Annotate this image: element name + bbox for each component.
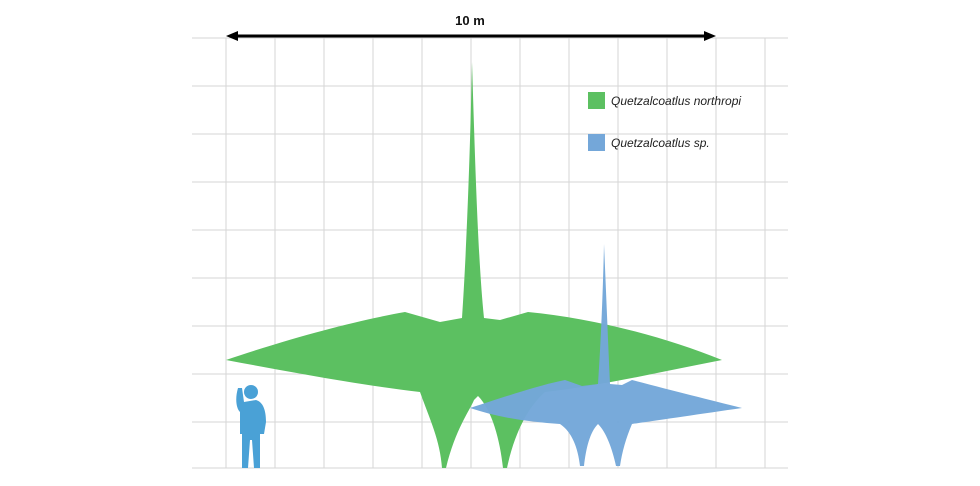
quetzalcoatlus-northropi-silhouette: [226, 62, 722, 468]
legend-label: Quetzalcoatlus sp.: [611, 135, 710, 150]
scale-bar-label: 10 m: [455, 13, 485, 28]
legend-swatch-green: [588, 92, 605, 109]
scale-bar: [226, 31, 716, 41]
legend-item-northropi: Quetzalcoatlus northropi: [588, 92, 741, 109]
legend-swatch-blue: [588, 134, 605, 151]
quetzalcoatlus-sp-silhouette: [470, 244, 742, 466]
legend-item-sp: Quetzalcoatlus sp.: [588, 134, 710, 151]
human-silhouette: [236, 385, 266, 468]
legend-label: Quetzalcoatlus northropi: [611, 93, 742, 108]
